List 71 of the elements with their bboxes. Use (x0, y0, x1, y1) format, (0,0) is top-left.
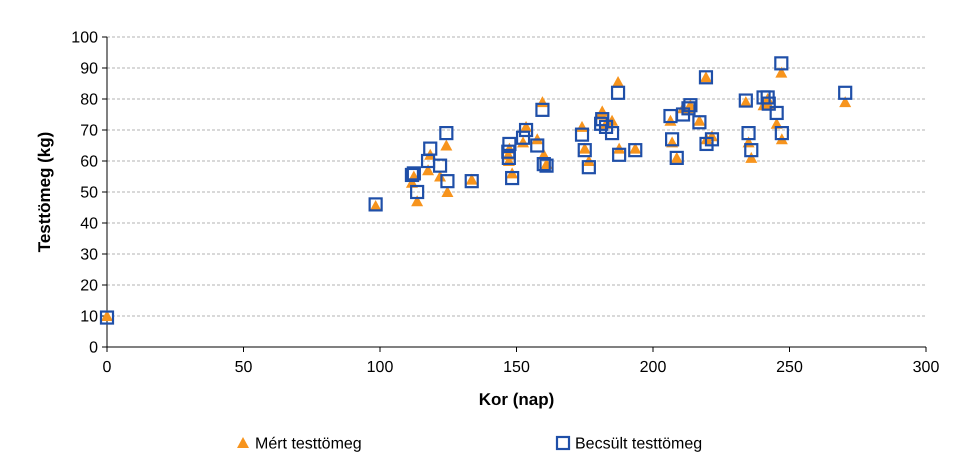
point (539, 158, 554, 173)
point (594, 116, 608, 131)
point (441, 186, 454, 197)
point (741, 126, 756, 140)
point (432, 158, 448, 173)
point (610, 86, 626, 100)
point (744, 143, 758, 158)
point (530, 138, 544, 153)
y-tick-label: 70 (80, 122, 98, 140)
y-tick-label: 100 (71, 30, 98, 47)
point (838, 86, 852, 100)
point (774, 56, 788, 70)
y-tick-label: 90 (80, 60, 98, 78)
point (516, 130, 530, 145)
point (410, 184, 424, 200)
point (774, 126, 789, 140)
x-tick-label: 50 (234, 359, 252, 376)
point (466, 174, 478, 185)
y-tick-label: 40 (80, 216, 98, 233)
point (663, 108, 678, 124)
point (578, 143, 592, 158)
y-tick-label: 10 (80, 308, 98, 326)
point (440, 174, 455, 188)
point (595, 112, 610, 126)
y-tick-label: 50 (80, 184, 98, 202)
point (368, 197, 383, 212)
x-axis-title: Kor (nap) (478, 390, 554, 409)
point (440, 140, 452, 150)
point (628, 143, 642, 158)
point (762, 96, 776, 111)
point (665, 132, 680, 146)
point (502, 150, 516, 165)
point (518, 122, 534, 138)
y-tick-label: 20 (80, 278, 98, 295)
point (505, 170, 520, 186)
point (464, 174, 479, 188)
point (692, 115, 707, 130)
point (704, 132, 720, 146)
point (738, 93, 753, 108)
x-tick-label: 200 (640, 359, 666, 376)
point (699, 136, 714, 152)
x-tick-label: 0 (102, 359, 112, 376)
point (502, 136, 516, 152)
x-tick-label: 100 (366, 359, 394, 376)
x-tick-label: 300 (912, 359, 940, 376)
point (422, 164, 434, 176)
point (612, 148, 626, 162)
point (101, 310, 113, 321)
point (423, 142, 438, 156)
y-tick-label: 60 (80, 154, 98, 171)
point (535, 102, 550, 117)
x-tick-label: 150 (503, 359, 530, 376)
point (770, 106, 784, 120)
y-tick-label: 30 (80, 246, 98, 264)
point (574, 128, 590, 142)
point (420, 154, 436, 168)
y-tick-label: 0 (89, 340, 98, 357)
y-tick-label: 80 (80, 92, 98, 109)
legend-label: Becsült testtömeg (575, 436, 702, 453)
point (598, 120, 614, 134)
point (411, 195, 424, 206)
y-axis-title: Testtömeg (kg) (35, 132, 54, 252)
point (604, 126, 620, 140)
point (439, 126, 454, 140)
x-tick-label: 250 (776, 359, 803, 376)
point (582, 160, 596, 174)
point (536, 157, 551, 172)
legend-label: Mért testtömeg (255, 436, 362, 453)
point (100, 310, 114, 325)
point (676, 107, 690, 122)
point (756, 90, 771, 105)
